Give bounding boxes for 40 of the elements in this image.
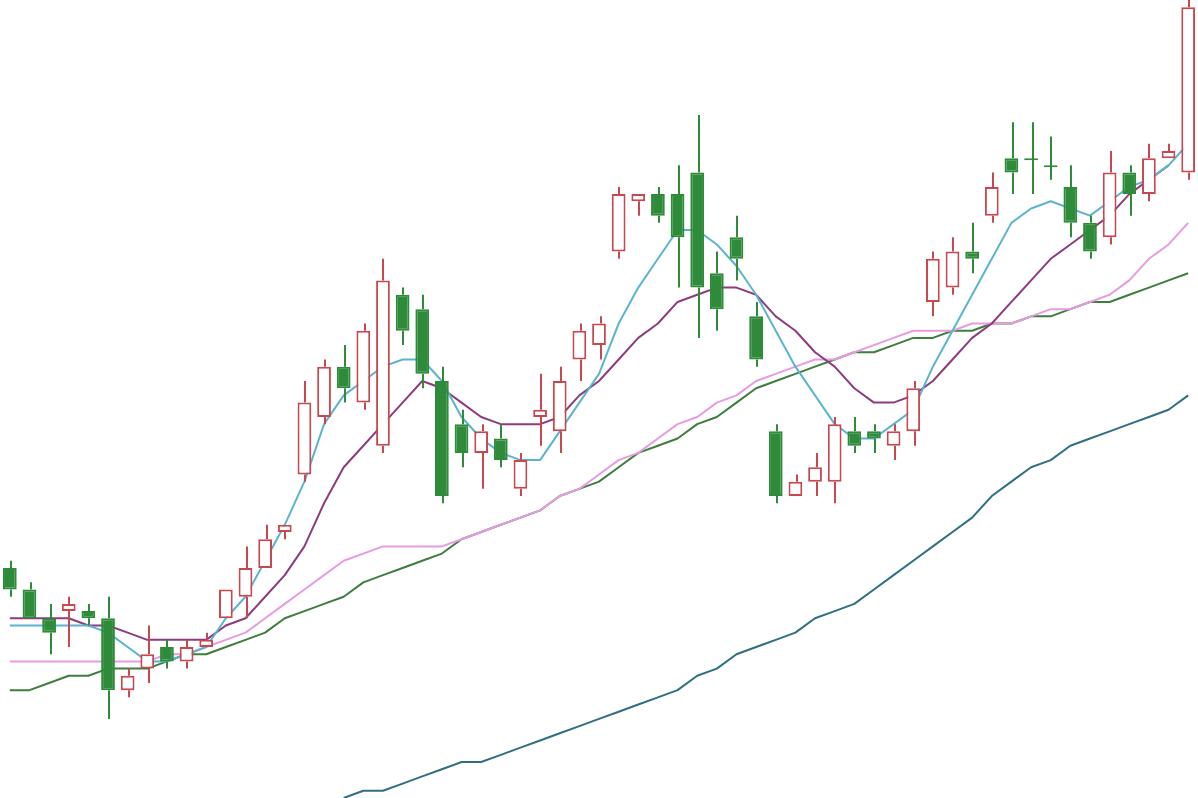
candlestick bbox=[376, 257, 390, 454]
candlestick bbox=[1004, 121, 1019, 196]
candlestick bbox=[533, 372, 547, 447]
candlestick bbox=[238, 545, 253, 620]
candlestick bbox=[670, 164, 685, 289]
candlestick bbox=[1142, 142, 1156, 203]
candlestick bbox=[1063, 164, 1078, 239]
candlestick bbox=[690, 114, 705, 339]
candlestick bbox=[709, 250, 724, 332]
candlestick bbox=[297, 380, 312, 483]
candlestick bbox=[101, 595, 115, 720]
candlestick bbox=[415, 293, 430, 390]
candlestick bbox=[867, 423, 881, 454]
candlestick bbox=[926, 250, 940, 318]
candlestick bbox=[611, 185, 626, 260]
candlestick bbox=[22, 581, 37, 619]
candlestick bbox=[61, 595, 76, 649]
candlestick bbox=[317, 358, 331, 426]
candlestick bbox=[572, 322, 587, 383]
candlestick bbox=[356, 322, 371, 411]
candlestick bbox=[513, 451, 528, 498]
candlestick bbox=[258, 523, 273, 568]
candlestick bbox=[277, 524, 292, 541]
candlestick bbox=[768, 423, 783, 505]
candlestick bbox=[1102, 149, 1117, 246]
candlestick bbox=[1083, 214, 1097, 260]
candlestick bbox=[435, 365, 449, 505]
candlestick bbox=[965, 221, 980, 275]
candlestick bbox=[984, 171, 999, 224]
candlestick bbox=[552, 365, 567, 454]
candlestick bbox=[199, 631, 214, 648]
candlestick bbox=[906, 380, 921, 447]
candlestick bbox=[827, 415, 842, 505]
candlestick bbox=[1181, 0, 1196, 181]
candlestick bbox=[631, 194, 646, 217]
candlestick bbox=[454, 408, 469, 469]
candlestick bbox=[395, 286, 410, 347]
candlestick bbox=[945, 236, 960, 296]
candlestick bbox=[847, 415, 862, 454]
candlestick bbox=[749, 300, 763, 368]
